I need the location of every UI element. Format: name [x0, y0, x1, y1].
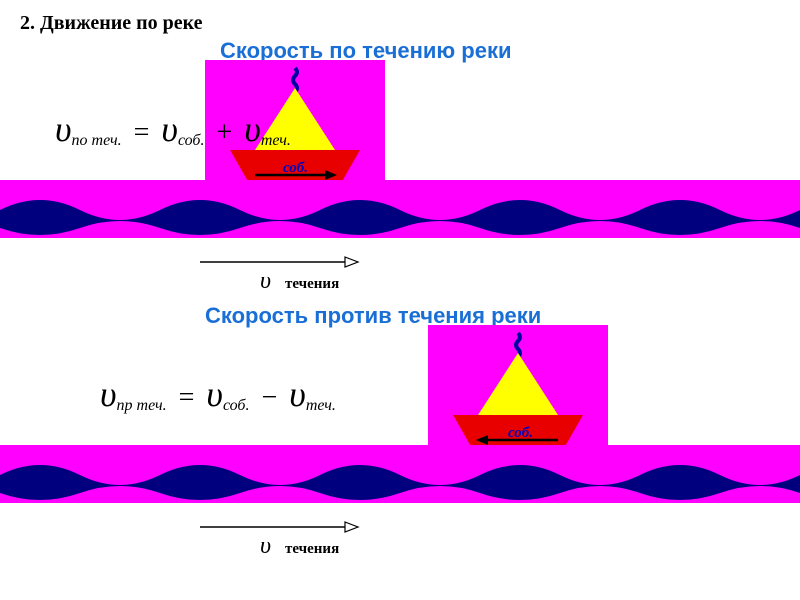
f2-op1: =: [171, 382, 203, 413]
f2-rhs-var: υ: [289, 374, 306, 414]
f1-rhs-sub: теч.: [261, 132, 291, 149]
river-svg-1: [0, 180, 800, 238]
f2-mid-var: υ: [206, 374, 223, 414]
river-band-2: [0, 445, 800, 503]
current-arrow-1: [200, 255, 360, 269]
formula-downstream: υпо теч. = υсоб. + υтеч.: [55, 108, 291, 150]
f1-mid-var: υ: [161, 109, 178, 149]
f1-rhs-var: υ: [244, 109, 261, 149]
f2-lhs-sub: пр теч.: [117, 397, 167, 414]
f1-mid-sub: соб.: [178, 132, 205, 149]
f1-lhs-sub: по теч.: [72, 132, 122, 149]
f2-op2: −: [253, 382, 285, 413]
f1-op2: +: [208, 117, 240, 148]
current-label-2: υ течения: [260, 533, 339, 560]
cur2-txt: течения: [275, 541, 339, 557]
cur1-var: υ: [260, 268, 271, 294]
f2-rhs-sub: теч.: [306, 397, 336, 414]
cur2-var: υ: [260, 533, 271, 559]
f1-op1: =: [126, 117, 158, 148]
section-title-text: 2. Движение по реке: [20, 12, 203, 34]
current-label-1: υ течения: [260, 268, 339, 295]
boat-downstream-label: соб.: [283, 160, 308, 177]
boat-upstream-label: соб.: [508, 425, 533, 442]
section-title: 2. Движение по реке: [20, 12, 203, 35]
boat-upstream-svg: [428, 325, 608, 465]
formula-upstream: υпр теч. = υсоб. − υтеч.: [100, 373, 336, 415]
f2-mid-sub: соб.: [223, 397, 250, 414]
f1-lhs-var: υ: [55, 109, 72, 149]
river-svg-2: [0, 445, 800, 503]
f2-lhs-var: υ: [100, 374, 117, 414]
current-arrow-2: [200, 520, 360, 534]
river-band-1: [0, 180, 800, 238]
boat-upstream-block: соб.: [428, 325, 608, 465]
cur1-txt: течения: [275, 276, 339, 292]
